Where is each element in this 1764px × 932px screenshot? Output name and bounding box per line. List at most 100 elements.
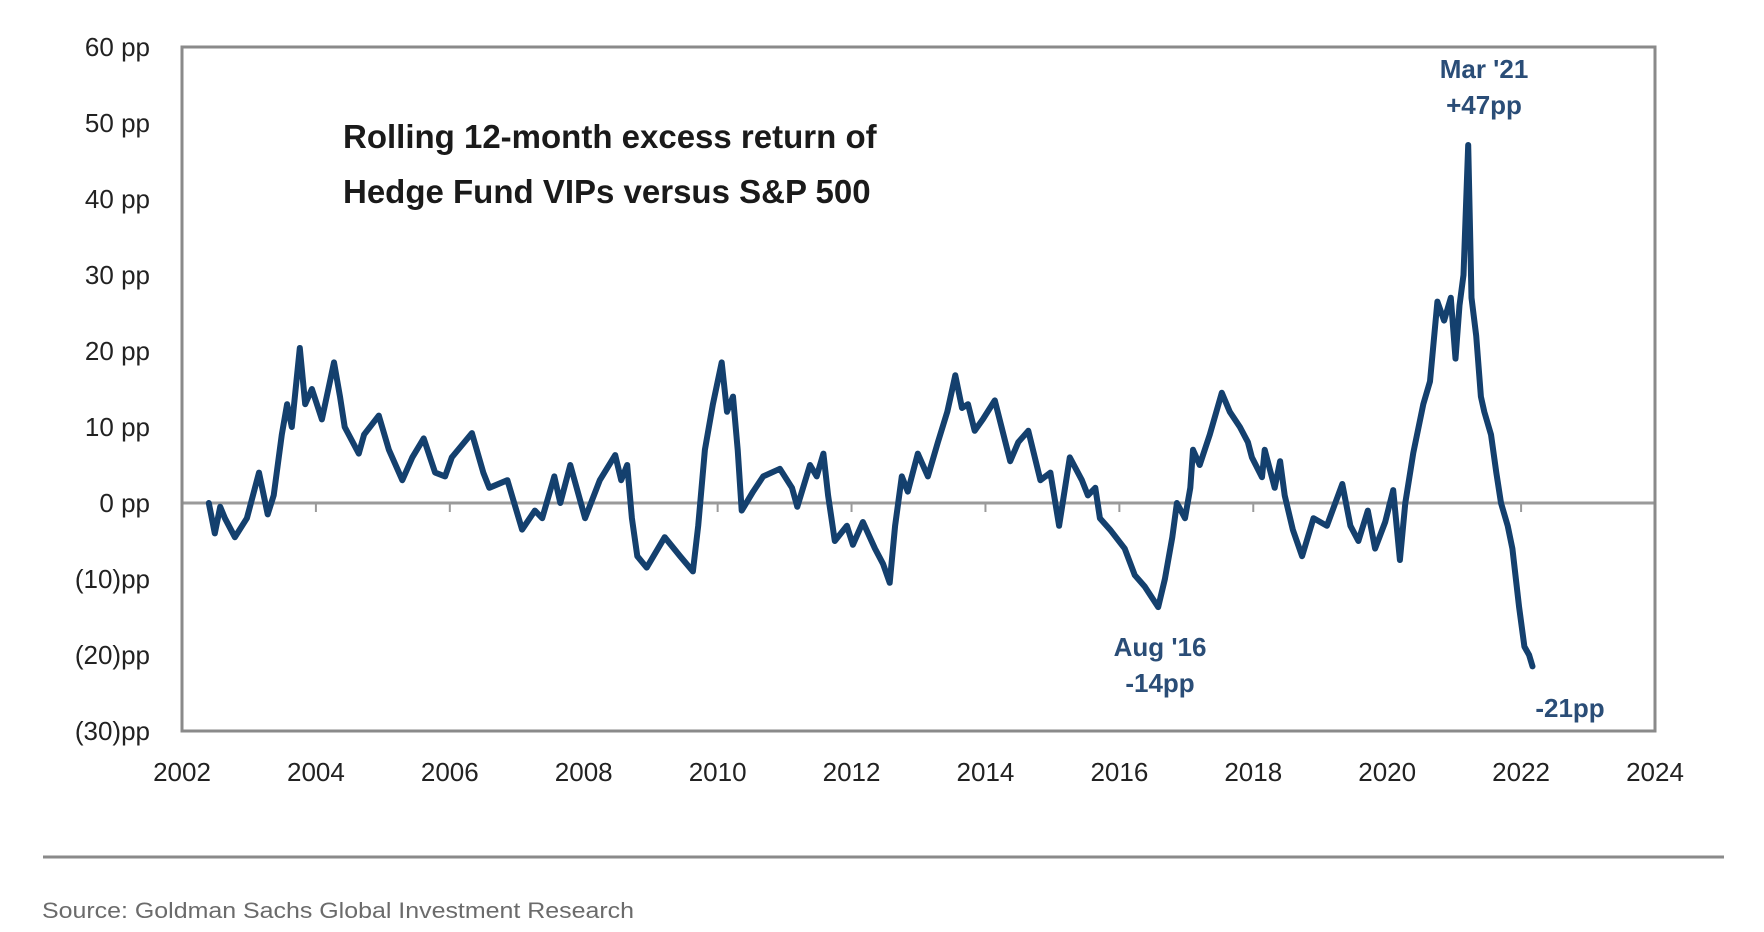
data-point <box>1132 572 1138 578</box>
y-tick-label: 0 pp <box>99 488 150 518</box>
y-tick-label: 60 pp <box>85 32 150 62</box>
annotation-label: -14pp <box>1125 668 1194 698</box>
data-point <box>618 477 624 483</box>
x-tick-label: 2006 <box>421 757 479 787</box>
data-point <box>814 473 820 479</box>
data-point <box>690 568 696 574</box>
x-tick-label: 2004 <box>287 757 345 787</box>
data-point <box>337 394 343 400</box>
data-point <box>279 432 285 438</box>
data-point <box>331 359 337 365</box>
source-note: Source: Goldman Sachs Global Investment … <box>42 898 634 923</box>
data-point <box>1085 492 1091 498</box>
y-tick-label: 30 pp <box>85 260 150 290</box>
data-point <box>376 413 382 419</box>
data-point <box>519 527 525 533</box>
annotation-label: -21pp <box>1535 693 1604 723</box>
annotation-label: Mar '21 <box>1440 54 1529 84</box>
data-point <box>1015 439 1021 445</box>
data-point <box>1453 356 1458 362</box>
data-point <box>1025 428 1031 434</box>
data-point <box>212 530 218 536</box>
data-point <box>1402 500 1408 506</box>
data-point <box>1473 333 1479 339</box>
data-point <box>421 435 427 441</box>
data-point <box>551 473 557 479</box>
data-point <box>1441 318 1447 324</box>
data-point <box>612 452 618 458</box>
data-point <box>289 424 295 430</box>
data-point <box>319 416 325 422</box>
data-point <box>1290 527 1296 533</box>
data-point <box>719 359 725 365</box>
data-point <box>724 409 730 415</box>
y-tick-label: 20 pp <box>85 336 150 366</box>
data-point <box>702 447 708 453</box>
data-point <box>662 534 668 540</box>
data-point <box>1282 492 1288 498</box>
data-point <box>965 401 971 407</box>
data-point <box>1493 470 1499 476</box>
data-point <box>624 462 630 468</box>
x-tick-label: 2022 <box>1492 757 1550 787</box>
data-point <box>532 508 538 514</box>
data-point <box>399 477 405 483</box>
data-point <box>342 424 348 430</box>
data-point <box>872 546 878 552</box>
data-point <box>760 473 766 479</box>
data-point <box>850 542 856 548</box>
data-point <box>1092 485 1098 491</box>
data-point <box>1434 299 1440 305</box>
data-point <box>297 345 303 351</box>
data-point <box>1190 447 1196 453</box>
data-point <box>504 477 510 483</box>
data-point <box>1347 523 1353 529</box>
data-point <box>1427 378 1433 384</box>
data-point <box>271 492 277 498</box>
data-point <box>1299 553 1305 559</box>
data-point <box>1481 409 1487 415</box>
data-point <box>356 451 362 457</box>
data-point <box>1182 515 1188 521</box>
data-point <box>915 451 921 457</box>
annotations: Mar '21 +47pp Aug '16 -14pp -21pp <box>1114 54 1605 723</box>
data-point <box>1516 604 1522 610</box>
y-tick-label: (20)pp <box>75 640 150 670</box>
data-point <box>265 511 271 517</box>
data-point <box>1249 454 1255 460</box>
y-tick-label: 40 pp <box>85 184 150 214</box>
data-point <box>1037 477 1043 483</box>
data-point <box>695 523 701 529</box>
data-point <box>1448 295 1454 301</box>
data-point <box>232 534 238 540</box>
data-point <box>710 401 716 407</box>
data-point <box>887 580 893 586</box>
data-point <box>972 428 978 434</box>
data-point <box>1365 508 1371 514</box>
data-point <box>1155 604 1161 610</box>
y-tick-label: 10 pp <box>85 412 150 442</box>
data-point <box>952 372 958 378</box>
data-point <box>925 473 931 479</box>
data-point <box>1382 519 1388 525</box>
data-point <box>750 489 756 495</box>
data-points <box>206 142 1535 669</box>
data-point <box>469 430 475 436</box>
data-point <box>739 508 745 514</box>
data-point <box>1505 523 1511 529</box>
data-point <box>1390 487 1396 493</box>
data-point <box>634 553 640 559</box>
data-point <box>244 515 250 521</box>
data-point <box>832 538 838 544</box>
data-point <box>1311 515 1316 521</box>
data-point <box>539 515 545 521</box>
data-point <box>1469 295 1474 301</box>
data-point <box>807 462 813 468</box>
data-point <box>486 485 492 491</box>
x-tick-label: 2024 <box>1626 757 1684 787</box>
y-tick-label: (10)pp <box>75 564 150 594</box>
x-axis-labels: 2002 2004 2006 2008 2010 2012 2014 2016 2018 2020… <box>153 757 1684 787</box>
data-point <box>1509 546 1515 552</box>
